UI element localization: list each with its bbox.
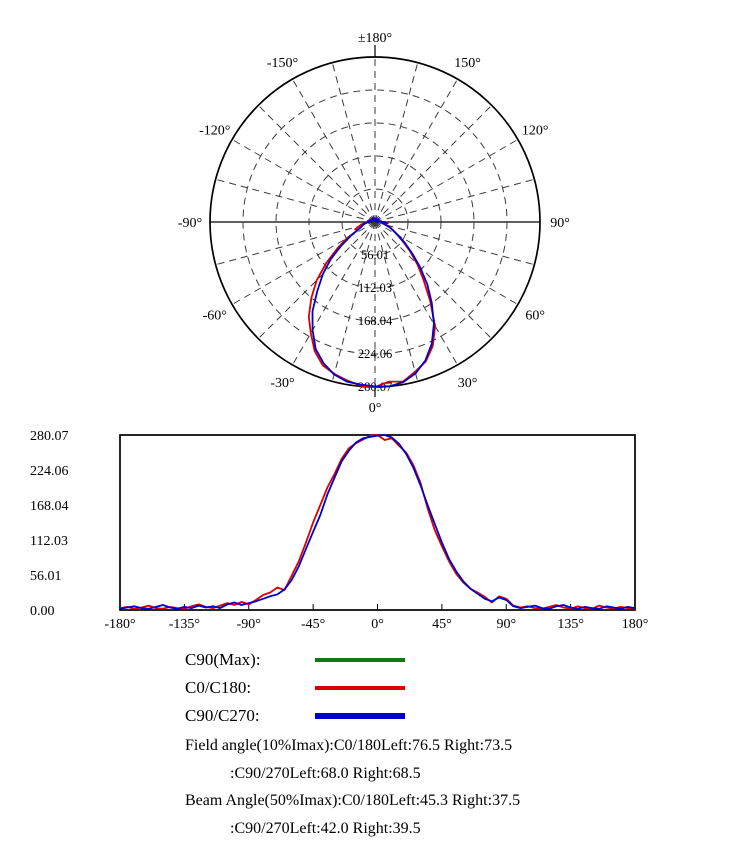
svg-text:112.03: 112.03 — [358, 281, 392, 295]
svg-text:45°: 45° — [432, 617, 452, 632]
angle-summary: Field angle(10%Imax):C0/180Left:76.5 Rig… — [185, 732, 520, 842]
svg-text:135°: 135° — [557, 617, 584, 632]
svg-text:56.01: 56.01 — [30, 569, 62, 584]
svg-text:0.00: 0.00 — [30, 604, 55, 619]
svg-text:0°: 0° — [369, 401, 382, 416]
svg-text:112.03: 112.03 — [30, 534, 68, 549]
beam-angle-c90-line: :C90/270Left:42.0 Right:39.5 — [230, 819, 421, 837]
svg-text:168.04: 168.04 — [358, 314, 393, 328]
svg-text:-60°: -60° — [203, 309, 227, 324]
svg-text:0°: 0° — [371, 617, 384, 632]
svg-text:224.06: 224.06 — [30, 464, 69, 479]
svg-text:90°: 90° — [496, 617, 516, 632]
svg-text:56.01: 56.01 — [361, 248, 389, 262]
svg-text:-90°: -90° — [237, 617, 261, 632]
polar-intensity-chart: 56.01112.03168.04224.06280.070°30°60°90°… — [178, 31, 570, 416]
svg-text:-135°: -135° — [169, 617, 200, 632]
beam-angle-c0-line: Beam Angle(50%Imax):C0/180Left:45.3 Righ… — [185, 792, 521, 809]
chart-legend: C90(Max): C0/C180: C90/C270: — [185, 646, 405, 730]
svg-text:-30°: -30° — [270, 376, 294, 391]
legend-swatch-green-line — [315, 658, 405, 662]
svg-text:224.06: 224.06 — [358, 347, 392, 361]
legend-label-c0c180: C0/C180: — [185, 678, 252, 697]
svg-text:-150°: -150° — [267, 56, 298, 71]
legend-swatch-red-line — [315, 686, 405, 690]
svg-text:-120°: -120° — [199, 124, 230, 139]
svg-text:120°: 120° — [522, 124, 549, 139]
legend-item-c0c180: C0/C180: — [185, 674, 405, 702]
cartesian-intensity-chart: -180° -135° -90° -45° 0° 45° 90° 135° 180° 280.07… — [30, 429, 649, 632]
svg-text:168.04: 168.04 — [30, 499, 69, 514]
svg-text:30°: 30° — [458, 376, 478, 391]
svg-text:±180°: ±180° — [358, 31, 392, 46]
svg-text:90°: 90° — [550, 216, 570, 231]
legend-item-c90c270: C90/C270: — [185, 702, 405, 730]
legend-swatch-blue-line — [315, 713, 405, 719]
svg-text:-90°: -90° — [178, 216, 202, 231]
field-angle-c90-line: :C90/270Left:68.0 Right:68.5 — [230, 764, 421, 782]
legend-item-c90max: C90(Max): — [185, 646, 405, 674]
legend-label-c90max: C90(Max): — [185, 650, 261, 669]
svg-text:180°: 180° — [622, 617, 649, 632]
svg-text:60°: 60° — [525, 309, 545, 324]
svg-text:150°: 150° — [454, 56, 481, 71]
svg-text:-180°: -180° — [104, 617, 135, 632]
svg-text:-45°: -45° — [301, 617, 325, 632]
legend-label-c90c270: C90/C270: — [185, 706, 260, 725]
field-angle-c0-line: Field angle(10%Imax):C0/180Left:76.5 Rig… — [185, 737, 513, 754]
svg-text:280.07: 280.07 — [30, 429, 69, 444]
